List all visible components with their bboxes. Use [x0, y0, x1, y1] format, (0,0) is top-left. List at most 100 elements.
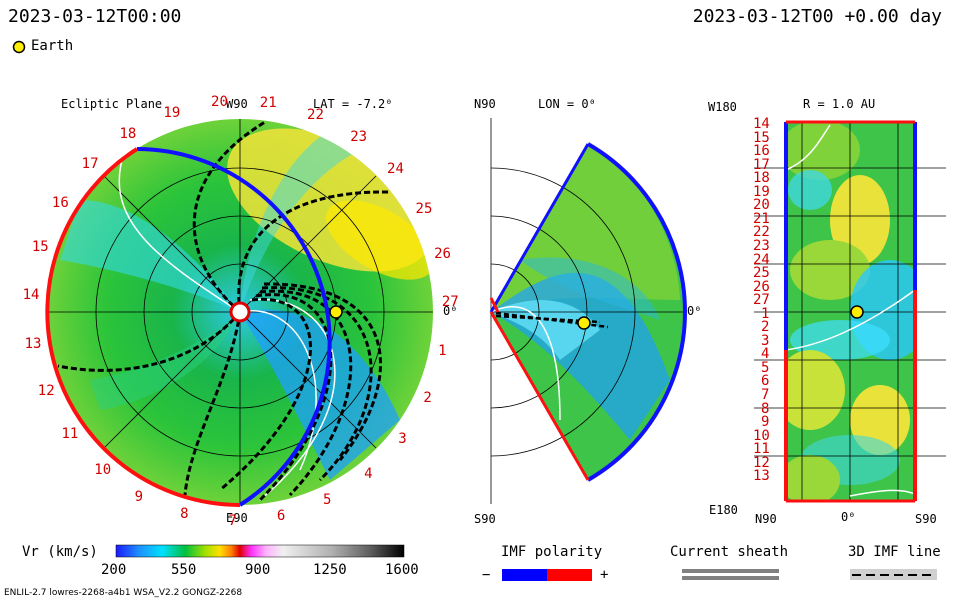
sphere-y-label-20: 20	[753, 197, 770, 214]
ring-day-22: 22	[307, 106, 324, 123]
ring-day-21: 21	[259, 94, 277, 111]
sphere-y-label-6: 6	[761, 373, 770, 390]
ring-day-16: 16	[51, 194, 69, 211]
earth-legend-label: Earth	[31, 38, 74, 54]
imf-polarity-title: IMF polarity	[501, 544, 603, 560]
sphere-y-label-18: 18	[753, 170, 770, 187]
sphere-y-label-24: 24	[753, 251, 770, 268]
ring-day-9: 9	[134, 489, 143, 506]
colorbar-tick-550: 550	[171, 562, 197, 578]
ring-day-15: 15	[31, 239, 49, 256]
sphere-bottom-left-label: E180	[709, 503, 738, 517]
sphere-y-label-21: 21	[753, 210, 770, 227]
earth-marker-meridional	[577, 316, 591, 330]
ring-day-2: 2	[423, 389, 432, 406]
imf-polarity-rim-positive	[45, 147, 241, 507]
sphere-y-label-5: 5	[761, 359, 770, 376]
sphere-y-label-17: 17	[753, 156, 770, 173]
imf-minus-label: −	[482, 567, 491, 583]
ring-day-18: 18	[119, 125, 137, 142]
ring-day-10: 10	[94, 461, 112, 478]
meridional-right-label: 0⁰	[687, 304, 702, 318]
sphere-x-label-s90: S90	[915, 512, 937, 526]
imf-negative-swatch	[502, 569, 547, 581]
imf-polarity-rim-negative	[136, 147, 332, 507]
sphere-y-label-23: 23	[753, 237, 770, 254]
ring-day-1: 1	[438, 343, 447, 360]
ring-day-11: 11	[61, 425, 79, 442]
sphere-top-left-label: W180	[708, 100, 737, 114]
ecliptic-lat-label: LAT = -7.2⁰	[313, 97, 393, 111]
sphere-y-label-2: 2	[761, 319, 770, 336]
sphere-y-label-1: 1	[761, 305, 770, 322]
sphere-y-label-4: 4	[761, 346, 770, 363]
ecliptic-right-label: 0⁰	[443, 304, 458, 318]
meridional-plane-map	[489, 118, 687, 504]
ring-day-26: 26	[434, 245, 451, 262]
ring-day-23: 23	[350, 129, 368, 146]
ring-day-17: 17	[81, 156, 99, 173]
sphere-y-label-12: 12	[753, 454, 770, 471]
ring-day-25: 25	[415, 200, 433, 217]
imf-line-title: 3D IMF line	[848, 544, 941, 560]
meridional-top-label: N90	[474, 97, 496, 111]
sphere-y-label-11: 11	[753, 441, 770, 458]
ring-day-27: 27	[441, 294, 459, 311]
sphere-y-label-22: 22	[753, 224, 770, 241]
meridional-bottom-label: S90	[474, 512, 496, 526]
ring-day-7: 7	[228, 512, 237, 529]
sphere-map-1au	[754, 120, 946, 503]
ring-day-13: 13	[24, 335, 42, 352]
relative-time-label: 2023-03-12T00 +0.00 day	[692, 6, 942, 27]
colorbar-tick-1250: 1250	[313, 562, 347, 578]
sphere-y-label-26: 26	[753, 278, 770, 295]
imf-positive-swatch	[547, 569, 592, 581]
earth-marker-sphere	[850, 305, 864, 319]
sphere-r-label: R = 1.0 AU	[803, 97, 876, 111]
current-sheath-title: Current sheath	[670, 544, 789, 560]
ring-day-14: 14	[22, 287, 40, 304]
ring-day-5: 5	[323, 492, 332, 509]
sphere-y-label-7: 7	[761, 387, 770, 403]
ring-day-8: 8	[180, 506, 189, 523]
colorbar-tick-900: 900	[245, 562, 271, 578]
colorbar-label: Vr (km/s)	[22, 544, 98, 560]
sphere-x-label-n90: N90	[755, 512, 777, 526]
sphere-y-label-10: 10	[753, 427, 770, 444]
ecliptic-top-label: W90	[226, 97, 248, 111]
sphere-y-label-16: 16	[753, 143, 770, 160]
colorbar-tick-200: 200	[101, 562, 127, 578]
ring-day-19: 19	[163, 104, 181, 121]
current-sheath-swatch-2	[682, 576, 779, 580]
model-info: ENLIL-2.7 lowres-2268-a4b1 WSA_V2.2 GONG…	[4, 588, 243, 598]
ring-day-6: 6	[276, 508, 286, 525]
ecliptic-plane-map	[45, 119, 433, 507]
ring-day-24: 24	[387, 161, 404, 178]
sphere-y-label-15: 15	[753, 129, 770, 146]
sphere-y-label-14: 14	[753, 116, 770, 132]
sun-icon	[229, 301, 251, 323]
sphere-y-label-19: 19	[753, 183, 770, 200]
sphere-y-label-27: 27	[753, 292, 770, 309]
sphere-y-label-3: 3	[761, 332, 770, 349]
meridional-lon-label: LON = 0⁰	[538, 97, 596, 111]
vr-colorbar	[115, 544, 405, 558]
colorbar-tick-1600: 1600	[385, 562, 419, 578]
sphere-y-label-8: 8	[761, 400, 770, 417]
ring-day-12: 12	[37, 382, 55, 399]
imf-plus-label: +	[600, 567, 609, 583]
current-sheath-swatch-1	[682, 569, 779, 573]
sphere-y-label-13: 13	[753, 468, 770, 485]
ecliptic-bottom-label: E90	[226, 511, 248, 525]
earth-marker-ecliptic	[329, 305, 343, 319]
sphere-y-label-9: 9	[761, 414, 770, 431]
sphere-x-label-0: 0⁰	[841, 510, 856, 524]
ring-day-4: 4	[364, 466, 373, 483]
imf-line-swatch-bg	[850, 569, 937, 580]
sphere-y-label-25: 25	[753, 265, 770, 282]
timestamp: 2023-03-12T00:00	[8, 6, 182, 27]
ecliptic-title: Ecliptic Plane	[61, 97, 163, 111]
ring-day-20: 20	[211, 94, 228, 111]
ring-day-3: 3	[398, 431, 407, 448]
